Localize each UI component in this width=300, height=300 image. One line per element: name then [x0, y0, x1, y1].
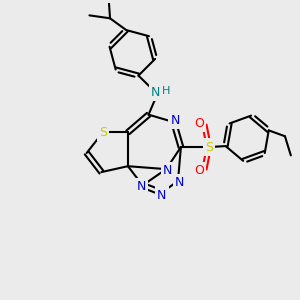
Text: N: N — [175, 176, 184, 189]
Text: O: O — [194, 117, 204, 130]
Text: N: N — [151, 86, 160, 99]
Text: N: N — [136, 180, 146, 193]
Text: S: S — [205, 141, 213, 154]
Text: N: N — [170, 114, 180, 127]
Text: H: H — [161, 86, 170, 96]
Text: S: S — [99, 126, 107, 139]
Text: N: N — [157, 188, 167, 202]
Text: O: O — [194, 164, 204, 177]
Text: N: N — [163, 164, 172, 177]
